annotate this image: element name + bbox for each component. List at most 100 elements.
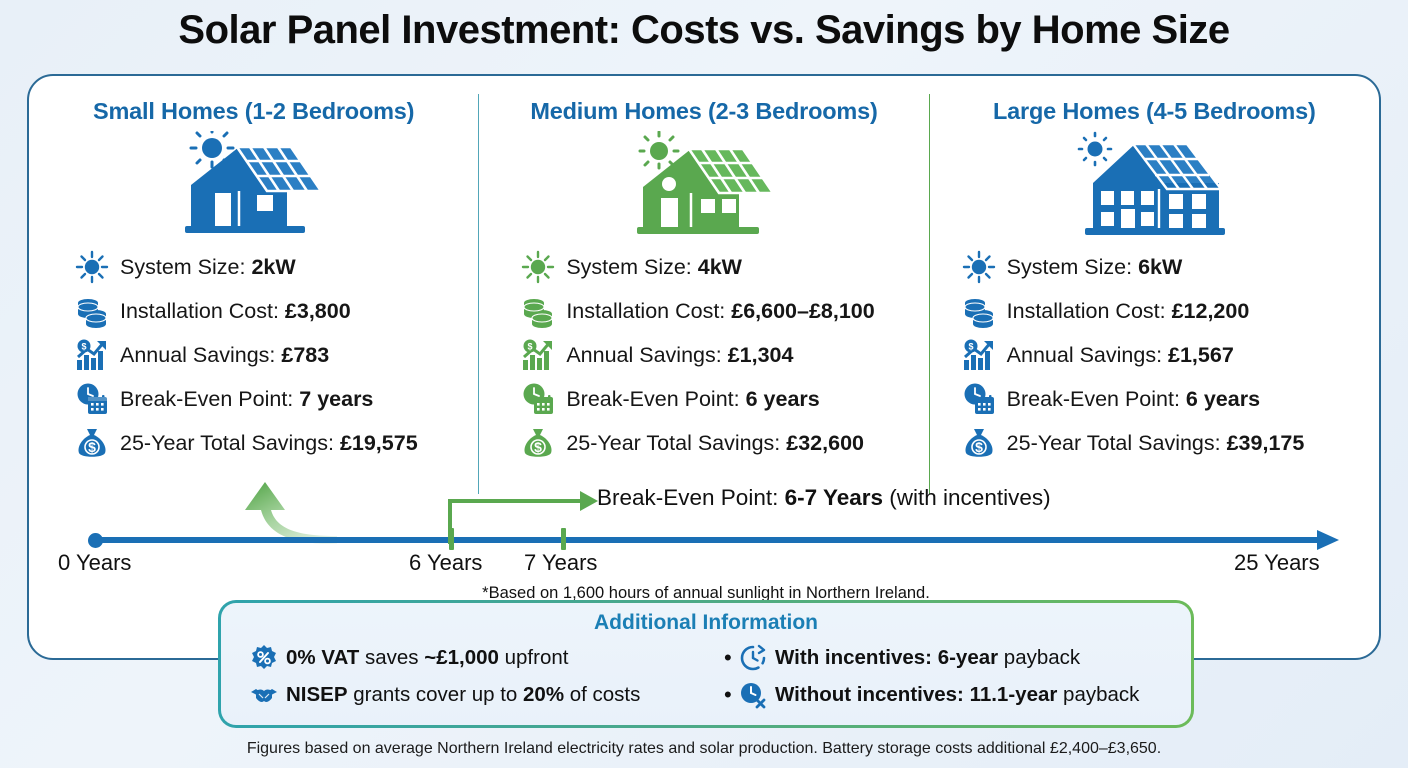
main-card: Small Homes (1-2 Bedrooms) bbox=[27, 74, 1383, 725]
stat-text: System Size: 4kW bbox=[566, 254, 742, 279]
stat-row: Break-Even Point: 7 years bbox=[73, 377, 478, 421]
column-large-homes: Large Homes (4-5 Bedrooms) bbox=[928, 94, 1379, 494]
info-line-without-incentives: • Without incentives: 11.1-year payback bbox=[724, 676, 1191, 713]
coins-icon bbox=[519, 292, 557, 330]
stat-row: $ Annual Savings: £1,304 bbox=[519, 333, 928, 377]
sun-icon bbox=[960, 248, 998, 286]
stat-row: Break-Even Point: 6 years bbox=[519, 377, 928, 421]
additional-information-title: Additional Information bbox=[594, 611, 818, 634]
svg-text:$: $ bbox=[81, 342, 86, 352]
stat-row: Installation Cost: £12,200 bbox=[960, 289, 1379, 333]
timeline-tick-label-6: 6 Years bbox=[409, 550, 483, 575]
breakeven-callout: Break-Even Point: 6-7 Years (with incent… bbox=[597, 485, 1051, 511]
column-heading: Medium Homes (2-3 Bedrooms) bbox=[530, 98, 878, 124]
info-text: Without incentives: 11.1-year payback bbox=[775, 682, 1140, 706]
breakeven-suffix: (with incentives) bbox=[883, 485, 1051, 510]
info-line-nisep: NISEP grants cover up to 20% of costs bbox=[249, 676, 716, 713]
bullet-icon: • bbox=[724, 644, 732, 670]
money-bag-icon: $ bbox=[73, 424, 111, 462]
column-heading: Large Homes (4-5 Bedrooms) bbox=[993, 98, 1316, 124]
stat-text: Break-Even Point: 6 years bbox=[1006, 386, 1261, 411]
sun-icon bbox=[519, 248, 557, 286]
stat-row: $ Annual Savings: £1,567 bbox=[960, 333, 1379, 377]
stat-text: Break-Even Point: 6 years bbox=[566, 386, 820, 411]
stat-row: System Size: 4kW bbox=[519, 245, 928, 289]
breakeven-prefix: Break-Even Point: bbox=[597, 485, 785, 510]
handshake-icon bbox=[249, 680, 279, 710]
money-bag-icon: $ bbox=[519, 424, 557, 462]
stat-text: 25-Year Total Savings: £32,600 bbox=[566, 430, 864, 455]
stat-row: $ 25-Year Total Savings: £39,175 bbox=[960, 421, 1379, 465]
percent-badge-icon bbox=[249, 643, 279, 673]
money-bag-icon: $ bbox=[960, 424, 998, 462]
column-heading: Small Homes (1-2 Bedrooms) bbox=[93, 98, 415, 124]
svg-text:$: $ bbox=[88, 439, 96, 455]
stat-row: $ Annual Savings: £783 bbox=[73, 333, 478, 377]
stat-list: System Size: 6kW Installation Cost: £12,… bbox=[930, 245, 1379, 465]
clock-x-icon bbox=[738, 680, 768, 710]
svg-text:$: $ bbox=[968, 342, 973, 352]
house-solar-medium-icon bbox=[479, 129, 928, 241]
additional-information-box: Additional Information 0% VAT saves bbox=[218, 600, 1194, 728]
stat-text: Annual Savings: £783 bbox=[120, 342, 330, 367]
info-text: NISEP grants cover up to 20% of costs bbox=[286, 682, 641, 706]
info-line-with-incentives: • With incentives: 6-year payback bbox=[724, 639, 1191, 676]
sun-icon bbox=[73, 248, 111, 286]
stat-row: $ 25-Year Total Savings: £32,600 bbox=[519, 421, 928, 465]
stat-row: System Size: 2kW bbox=[73, 245, 478, 289]
additional-information-columns: 0% VAT saves ~£1,000 upfront bbox=[221, 639, 1191, 713]
stat-text: Annual Savings: £1,567 bbox=[1006, 342, 1234, 367]
stat-text: System Size: 2kW bbox=[120, 254, 296, 279]
breakeven-bracket bbox=[448, 499, 592, 544]
coins-icon bbox=[960, 292, 998, 330]
info-text: 0% VAT saves ~£1,000 upfront bbox=[286, 645, 569, 669]
stat-text: System Size: 6kW bbox=[1006, 254, 1183, 279]
bullet-icon: • bbox=[724, 681, 732, 707]
savings-chart-icon: $ bbox=[960, 336, 998, 374]
timeline-start-label: 0 Years bbox=[58, 550, 132, 575]
info-column-left: 0% VAT saves ~£1,000 upfront bbox=[221, 639, 716, 713]
clock-calendar-icon bbox=[960, 380, 998, 418]
breakeven-bracket-arrow-icon bbox=[580, 491, 598, 511]
page-title: Solar Panel Investment: Costs vs. Saving… bbox=[178, 8, 1230, 52]
savings-chart-icon: $ bbox=[73, 336, 111, 374]
stat-row: $ 25-Year Total Savings: £19,575 bbox=[73, 421, 478, 465]
stat-text: 25-Year Total Savings: £19,575 bbox=[120, 430, 418, 455]
coins-icon bbox=[73, 292, 111, 330]
sunlight-note: *Based on 1,600 hours of annual sunlight… bbox=[482, 584, 930, 602]
footer-note: Figures based on average Northern Irelan… bbox=[246, 740, 1162, 757]
timeline-axis bbox=[93, 537, 1325, 543]
stat-row: System Size: 6kW bbox=[960, 245, 1379, 289]
stat-text: Installation Cost: £6,600–£8,100 bbox=[566, 298, 875, 323]
stat-row: Break-Even Point: 6 years bbox=[960, 377, 1379, 421]
timeline-end-label: 25 Years bbox=[1234, 550, 1320, 575]
breakeven-value: 6-7 Years bbox=[784, 485, 884, 510]
house-solar-large-icon bbox=[930, 129, 1379, 241]
house-solar-small-icon bbox=[29, 129, 478, 241]
svg-text:$: $ bbox=[528, 342, 533, 352]
breakeven-timeline: 0 Years 6 Years 7 Years 25 Years Break-E… bbox=[29, 482, 1383, 618]
clock-calendar-icon bbox=[73, 380, 111, 418]
stat-text: Installation Cost: £12,200 bbox=[1006, 298, 1250, 323]
clock-calendar-icon bbox=[519, 380, 557, 418]
info-line-vat: 0% VAT saves ~£1,000 upfront bbox=[249, 639, 716, 676]
svg-text:$: $ bbox=[975, 439, 983, 455]
stat-text: Annual Savings: £1,304 bbox=[566, 342, 794, 367]
stat-row: Installation Cost: £3,800 bbox=[73, 289, 478, 333]
timeline-start-dot bbox=[88, 533, 103, 548]
stat-text: Break-Even Point: 7 years bbox=[120, 386, 374, 411]
timeline-tick-label-7: 7 Years bbox=[524, 550, 598, 575]
stat-text: Installation Cost: £3,800 bbox=[120, 298, 351, 323]
svg-text:$: $ bbox=[534, 439, 542, 455]
stat-list: System Size: 2kW Installation Cost: £3,8… bbox=[29, 245, 478, 465]
stat-list: System Size: 4kW Installation Cost: £6,6… bbox=[479, 245, 928, 465]
home-size-columns: Small Homes (1-2 Bedrooms) bbox=[29, 94, 1379, 494]
savings-chart-icon: $ bbox=[519, 336, 557, 374]
curved-up-arrow-icon bbox=[225, 470, 345, 555]
info-column-right: • With incentives: 6-year payback • bbox=[716, 639, 1191, 713]
stat-row: Installation Cost: £6,600–£8,100 bbox=[519, 289, 928, 333]
column-medium-homes: Medium Homes (2-3 Bedrooms) bbox=[478, 94, 928, 494]
clock-refresh-icon bbox=[738, 643, 768, 673]
info-text: With incentives: 6-year payback bbox=[775, 645, 1081, 669]
